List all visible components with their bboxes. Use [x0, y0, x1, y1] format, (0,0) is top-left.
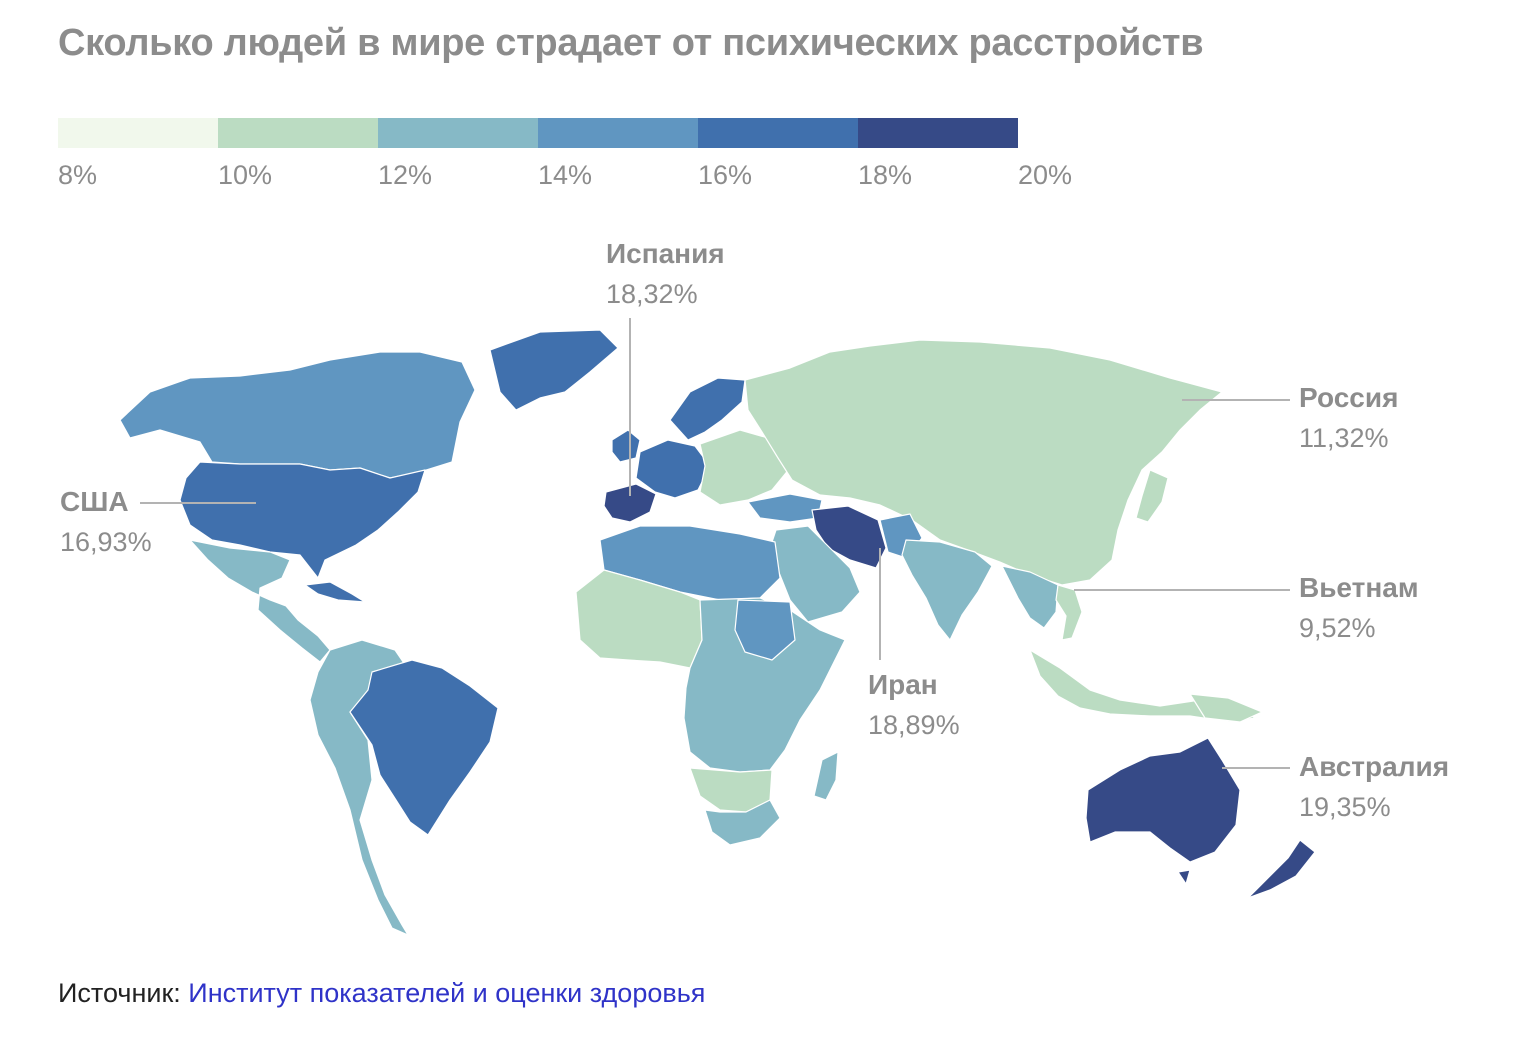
australia-region: [1086, 738, 1240, 862]
uk-region: [612, 430, 640, 462]
japan-region: [1136, 470, 1168, 522]
callout-russia: Россия 11,32%: [1299, 378, 1398, 458]
callout-spain: Испания 18,32%: [606, 234, 725, 314]
callout-vietnam-name: Вьетнам: [1299, 568, 1419, 608]
greenland-region: [490, 330, 618, 410]
scandinavia-region: [670, 378, 745, 440]
callout-iran-name: Иран: [868, 665, 960, 705]
new-zealand-region: [1248, 840, 1315, 898]
callout-spain-name: Испания: [606, 234, 725, 274]
source-line: Источник: Институт показателей и оценки …: [58, 978, 705, 1009]
callout-australia-value: 19,35%: [1299, 787, 1449, 827]
brazil-region: [350, 660, 498, 835]
india-region: [902, 540, 992, 640]
callout-iran-value: 18,89%: [868, 705, 960, 745]
vietnam-region: [1056, 585, 1082, 640]
callout-spain-value: 18,32%: [606, 274, 725, 314]
callout-iran: Иран 18,89%: [868, 665, 960, 745]
tasmania-region: [1178, 870, 1190, 884]
madagascar-region: [814, 752, 838, 800]
callout-vietnam-value: 9,52%: [1299, 608, 1419, 648]
callout-vietnam: Вьетнам 9,52%: [1299, 568, 1419, 648]
callout-russia-name: Россия: [1299, 378, 1398, 418]
source-link[interactable]: Институт показателей и оценки здоровья: [188, 978, 705, 1008]
callout-russia-value: 11,32%: [1299, 418, 1398, 458]
callout-usa: США 16,93%: [60, 482, 152, 562]
callout-australia-name: Австралия: [1299, 747, 1449, 787]
canada-region: [120, 352, 475, 478]
callout-usa-name: США: [60, 482, 152, 522]
callout-australia: Австралия 19,35%: [1299, 747, 1449, 827]
turkey-region: [748, 494, 822, 522]
source-label: Источник:: [58, 978, 181, 1008]
callout-usa-value: 16,93%: [60, 522, 152, 562]
cuba-region: [305, 582, 365, 602]
